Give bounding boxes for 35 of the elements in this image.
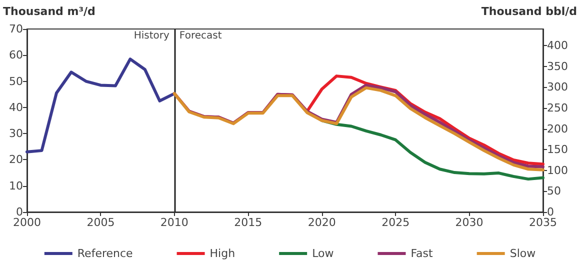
annotation: History — [134, 30, 170, 42]
y-tick-label: 40 — [9, 100, 23, 114]
x-tick-label: 2035 — [529, 216, 557, 229]
y2-axis-title: Thousand bbl/d — [481, 5, 577, 18]
y2-tick-label: 100 — [547, 164, 568, 177]
x-tick-label: 2000 — [13, 216, 41, 229]
legend-label: Slow — [510, 247, 536, 260]
y2-tick-label: 150 — [547, 143, 568, 156]
y-tick-label: 10 — [9, 179, 23, 192]
x-tick-label: 2020 — [308, 216, 336, 229]
legend-label: High — [210, 247, 236, 260]
y-tick-label: 70 — [9, 22, 23, 36]
y2-tick-label: 0 — [547, 206, 554, 218]
x-tick-label: 2010 — [160, 216, 188, 229]
y-tick-label: 60 — [9, 48, 23, 62]
x-tick-label: 2030 — [455, 216, 484, 229]
y-tick-label: 30 — [9, 127, 23, 140]
legend-label: Fast — [410, 247, 434, 260]
y2-tick-label: 200 — [547, 122, 568, 136]
y-tick-label: 50 — [9, 74, 23, 88]
y2-tick-label: 350 — [547, 60, 568, 73]
line-series — [26, 58, 176, 154]
annotation: Forecast — [179, 30, 222, 42]
y2-tick-label: 50 — [547, 184, 561, 198]
legend-label: Low — [312, 247, 334, 260]
y2-tick-label: 300 — [547, 80, 568, 94]
y2-tick-label: 250 — [547, 102, 568, 115]
x-tick-label: 2005 — [86, 216, 115, 229]
x-tick-label: 2025 — [382, 216, 410, 229]
x-tick-label: 2015 — [234, 216, 262, 229]
y2-tick-label: 400 — [547, 39, 568, 52]
y-tick-label: 0 — [16, 206, 23, 218]
y-tick-label: 20 — [9, 153, 23, 166]
y-axis-title: Thousand m³/d — [3, 5, 96, 18]
legend-label: Reference — [77, 247, 134, 260]
